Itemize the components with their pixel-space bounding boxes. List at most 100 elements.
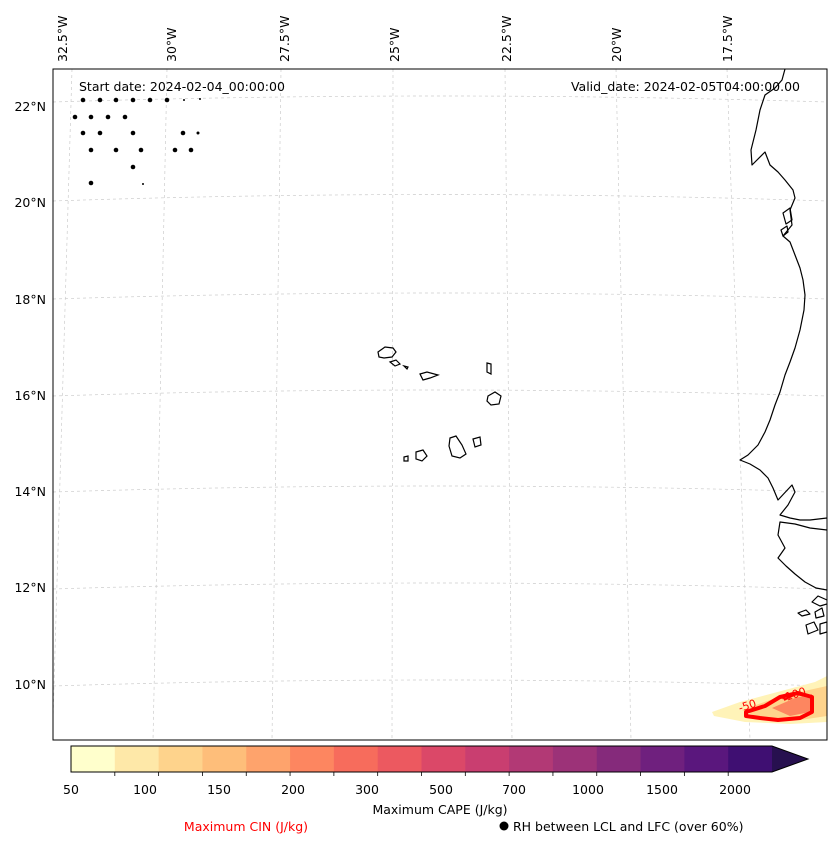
rh-dot — [172, 147, 178, 153]
island-fogo — [415, 449, 428, 462]
colorbar-tick-label: 500 — [429, 782, 453, 797]
island-brava — [403, 455, 409, 462]
rh-dot — [105, 114, 111, 120]
rh-dots — [72, 97, 201, 186]
lat-label: 14°N — [14, 484, 46, 499]
rh-dot — [130, 130, 136, 136]
lon-label: 27.5°W — [277, 16, 292, 62]
rh-dot — [164, 97, 170, 103]
rh-dot — [147, 97, 153, 103]
colorbar-segment — [684, 746, 729, 772]
colorbar-tick-label: 700 — [502, 782, 526, 797]
island-bissagos-4 — [819, 621, 827, 635]
colorbar-tick-label: 50 — [63, 782, 79, 797]
island-bissagos-3 — [805, 621, 819, 635]
lat-label: 22°N — [14, 99, 46, 114]
rh-dot — [80, 97, 86, 103]
parallel — [53, 582, 827, 590]
coastline-guinea-bissau — [777, 521, 827, 591]
coastline — [739, 69, 827, 635]
parallel — [53, 679, 827, 687]
map-frame — [52, 68, 828, 741]
lat-label: 16°N — [14, 388, 46, 403]
rh-dot — [130, 97, 136, 103]
parallel — [53, 292, 827, 300]
cin-contours — [744, 691, 814, 722]
colorbar-segment — [290, 746, 335, 772]
rh-dot — [188, 147, 194, 153]
latitude-labels: 22°N 20°N 18°N 16°N 14°N 12°N 10°N — [14, 99, 46, 692]
rh-legend-dot — [499, 821, 509, 831]
cape-area-high — [772, 694, 812, 716]
colorbar-segment — [728, 746, 773, 772]
island-boa-vista — [486, 391, 502, 406]
gridlines — [53, 69, 827, 740]
meridian — [391, 69, 394, 740]
meridian — [152, 69, 168, 740]
rh-dot — [138, 147, 144, 153]
colorbar-ticks: 50 100 150 200 300 500 700 1000 1500 200… — [63, 782, 751, 797]
rh-dot — [88, 180, 94, 186]
rh-dot — [113, 97, 119, 103]
island-maio — [472, 436, 482, 448]
island-sao-vicente — [388, 359, 402, 367]
start-date: Start date: 2024-02-04_00:00:00 — [79, 79, 285, 94]
rh-dot — [180, 130, 186, 136]
colorbar-tick-label: 150 — [207, 782, 231, 797]
island-santiago — [448, 435, 467, 459]
island-sao-nicolau — [419, 371, 440, 381]
colorbar-segment — [377, 746, 422, 772]
colorbar-tick-label: 300 — [355, 782, 379, 797]
colorbar — [70, 745, 810, 776]
rh-dot — [196, 131, 200, 135]
cin-legend-label: Maximum CIN (J/kg) — [184, 819, 308, 834]
colorbar-segment — [114, 746, 160, 772]
colorbar-segment — [640, 746, 685, 772]
colorbar-tick-label: 1000 — [572, 782, 604, 797]
lat-label: 18°N — [14, 292, 46, 307]
colorbar-tick-label: 1500 — [646, 782, 678, 797]
colorbar-label: Maximum CAPE (J/kg) — [372, 802, 507, 817]
colorbar-segment — [465, 746, 510, 772]
colorbar-segment — [202, 746, 247, 772]
colorbar-segment — [246, 746, 291, 772]
colorbar-outline — [70, 745, 810, 773]
meridian — [271, 69, 282, 740]
valid-date: Valid_date: 2024-02-05T04:00:00.00 — [571, 79, 800, 94]
coastline-mainland — [739, 69, 827, 521]
meridian — [504, 69, 513, 740]
island-santa-luzia — [402, 364, 409, 371]
lat-label: 20°N — [14, 195, 46, 210]
rh-dot — [113, 147, 119, 153]
island-sal — [486, 362, 492, 375]
rh-dot — [122, 114, 128, 120]
rh-legend-label: RH between LCL and LFC (over 60%) — [513, 819, 743, 834]
lon-label: 22.5°W — [499, 16, 514, 62]
rh-dot — [80, 130, 86, 136]
colorbar-segment — [552, 746, 598, 772]
island-bissagos-1 — [797, 609, 811, 617]
parallel — [53, 389, 827, 397]
parallel — [53, 194, 827, 202]
lon-label: 32.5°W — [55, 16, 70, 62]
colorbar-tick-label: 100 — [133, 782, 157, 797]
colorbar-segment — [333, 746, 379, 772]
lon-label: 17.5°W — [720, 16, 735, 62]
meridian — [615, 69, 632, 740]
meridian — [726, 69, 751, 740]
rh-dot — [97, 97, 103, 103]
cape-verde-islands — [377, 346, 502, 462]
lon-label: 20°W — [609, 27, 624, 62]
rh-dot — [130, 164, 136, 170]
colorbar-segment — [596, 746, 642, 772]
longitude-labels: 32.5°W 30°W 27.5°W 25°W 22.5°W 20°W 17.5… — [55, 16, 735, 62]
lon-label: 30°W — [164, 27, 179, 62]
colorbar-tick-label: 200 — [281, 782, 305, 797]
colorbar-segment — [772, 746, 808, 772]
coastline-guinea — [811, 595, 827, 607]
island-arguin — [782, 207, 793, 225]
colorbar-tick-label: 2000 — [719, 782, 751, 797]
cin-label: -50 — [737, 697, 758, 715]
island-arguin-2 — [780, 225, 789, 237]
